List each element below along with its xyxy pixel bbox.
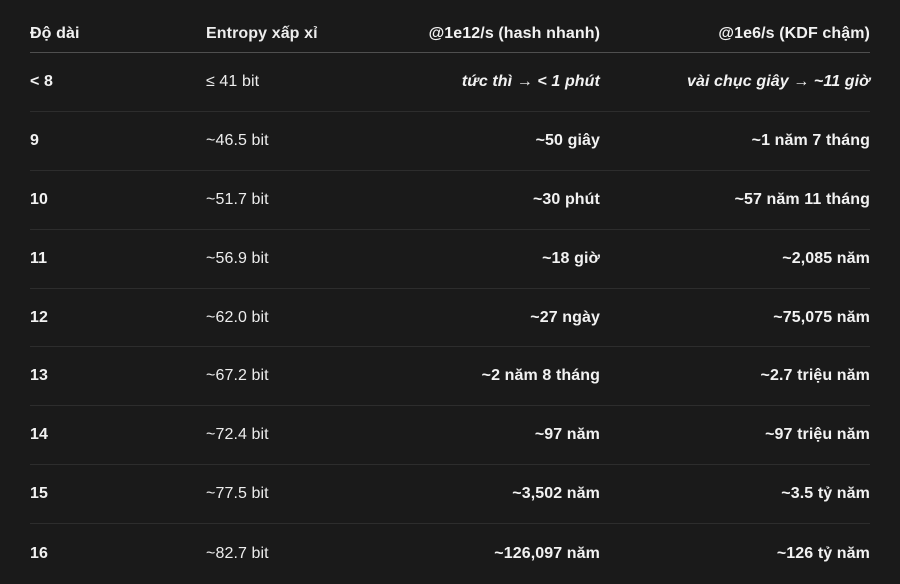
cell-length: 14	[30, 426, 48, 444]
cell-fast-hash: ~3,502 năm	[512, 485, 600, 503]
column-header-entropy: Entropy xấp xỉ	[206, 25, 318, 42]
table-row: < 8 ≤ 41 bit tức thì → < 1 phút vài chục gi…	[30, 53, 870, 112]
cell-length: 16	[30, 544, 48, 562]
table-row: 16 ~82.7 bit ~126,097 năm ~126 tỷ năm	[30, 524, 870, 583]
cell-fast-hash: ~27 ngày	[530, 308, 600, 326]
cell-fast-hash: ~97 năm	[534, 426, 600, 444]
cell-entropy: ~62.0 bit	[206, 308, 269, 326]
cell-length: < 8	[30, 72, 53, 90]
cell-fast-hash: ~50 giây	[535, 131, 600, 149]
cell-entropy: ~67.2 bit	[206, 367, 269, 385]
cell-slow-kdf: ~126 tỷ năm	[776, 544, 870, 562]
cell-length: 10	[30, 190, 48, 208]
cell-entropy: ~46.5 bit	[206, 131, 269, 149]
table-row: 10 ~51.7 bit ~30 phút ~57 năm 11 tháng	[30, 171, 870, 230]
table-row: 15 ~77.5 bit ~3,502 năm ~3.5 tỷ năm	[30, 465, 870, 525]
cell-fast-hash: tức thì → < 1 phút	[461, 72, 600, 90]
table-body: < 8 ≤ 41 bit tức thì → < 1 phút vài chục gi…	[30, 53, 870, 583]
table-header-row: Độ dài Entropy xấp xỉ @1e12/s (hash nhan…	[30, 0, 870, 53]
cell-slow-kdf: ~97 triệu năm	[765, 426, 870, 444]
cell-length: 9	[30, 131, 39, 149]
column-header-slow-kdf: @1e6/s (KDF chậm)	[718, 25, 870, 42]
cell-slow-kdf: ~3.5 tỷ năm	[781, 485, 870, 503]
column-header-fast-hash: @1e12/s (hash nhanh)	[428, 25, 600, 42]
cell-entropy: ~77.5 bit	[206, 485, 269, 503]
column-header-length: Độ dài	[30, 25, 80, 42]
cell-length: 15	[30, 485, 48, 503]
cell-entropy: ≤ 41 bit	[206, 72, 260, 90]
cell-slow-kdf: vài chục giây → ~11 giờ	[686, 72, 870, 90]
cell-length: 11	[30, 249, 48, 267]
cell-fast-hash: ~2 năm 8 tháng	[481, 367, 600, 385]
cell-entropy: ~56.9 bit	[206, 249, 269, 267]
cell-entropy: ~72.4 bit	[206, 426, 269, 444]
cell-length: 12	[30, 308, 48, 326]
cell-fast-hash: ~30 phút	[532, 190, 600, 208]
cell-entropy: ~51.7 bit	[206, 190, 269, 208]
cell-slow-kdf: ~75,075 năm	[773, 308, 870, 326]
cell-fast-hash: ~18 giờ	[542, 249, 600, 267]
table-row: 13 ~67.2 bit ~2 năm 8 tháng ~2.7 triệu năm	[30, 347, 870, 407]
table-row: 11 ~56.9 bit ~18 giờ ~2,085 năm	[30, 230, 870, 289]
cell-slow-kdf: ~2,085 năm	[782, 249, 870, 267]
cell-length: 13	[30, 367, 48, 385]
password-entropy-table: Độ dài Entropy xấp xỉ @1e12/s (hash nhan…	[30, 0, 870, 583]
table-row: 9 ~46.5 bit ~50 giây ~1 năm 7 tháng	[30, 112, 870, 171]
cell-slow-kdf: ~1 năm 7 tháng	[751, 131, 870, 149]
cell-slow-kdf: ~2.7 triệu năm	[760, 367, 870, 385]
table-row: 14 ~72.4 bit ~97 năm ~97 triệu năm	[30, 406, 870, 466]
cell-fast-hash: ~126,097 năm	[494, 544, 600, 562]
cell-entropy: ~82.7 bit	[206, 544, 269, 562]
cell-slow-kdf: ~57 năm 11 tháng	[734, 190, 870, 208]
table-row: 12 ~62.0 bit ~27 ngày ~75,075 năm	[30, 289, 870, 348]
